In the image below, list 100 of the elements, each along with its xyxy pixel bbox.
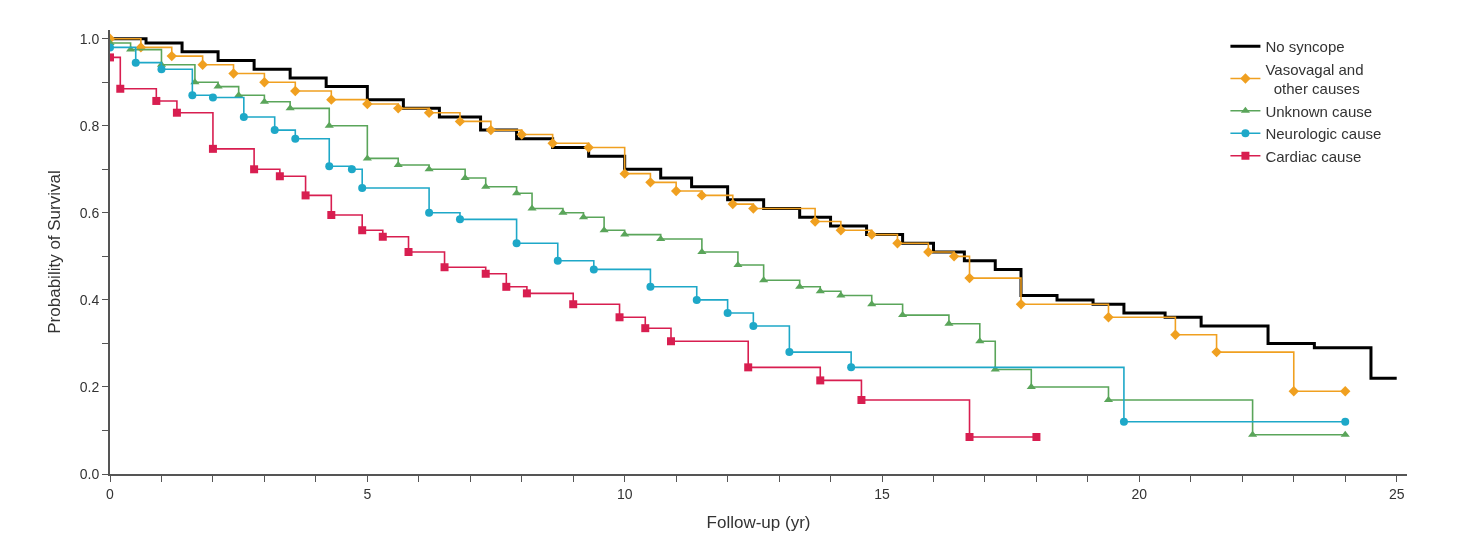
point (481, 182, 491, 189)
point (1119, 417, 1128, 426)
point (234, 91, 244, 98)
point (1170, 329, 1181, 340)
legend-label: Cardiac cause (1265, 147, 1362, 165)
point (620, 230, 630, 237)
point (1026, 382, 1036, 389)
point (290, 85, 301, 97)
point (358, 226, 367, 235)
y-tick-label: 1.0 (79, 30, 100, 47)
point (1211, 346, 1222, 358)
point (172, 108, 181, 117)
point (835, 225, 847, 236)
point (847, 363, 856, 372)
point (1340, 386, 1351, 397)
point (836, 291, 846, 298)
point (327, 211, 336, 219)
point (667, 337, 675, 346)
point (197, 59, 208, 71)
x-tick-label: 10 (616, 485, 633, 502)
y-tick-label: 0.4 (79, 291, 100, 308)
point (785, 348, 794, 357)
point (393, 103, 404, 114)
point (516, 129, 527, 140)
point (502, 282, 511, 291)
point (795, 282, 805, 289)
point (347, 165, 356, 174)
point (213, 82, 223, 89)
point (358, 184, 367, 193)
point (733, 261, 743, 268)
point (723, 308, 732, 317)
point (301, 191, 310, 200)
point (553, 256, 562, 265)
point (892, 238, 903, 249)
point (208, 144, 217, 153)
point (744, 363, 753, 372)
point (157, 65, 166, 74)
point (425, 208, 434, 217)
x-axis-title: Follow-up (yr) (706, 512, 811, 532)
point (522, 289, 531, 298)
point (583, 142, 594, 153)
point (326, 94, 337, 105)
point (589, 265, 598, 274)
point (423, 107, 435, 118)
x-tick-label: 0 (106, 485, 115, 502)
point (512, 239, 521, 248)
y-tick-label: 0.0 (79, 465, 100, 482)
point (325, 162, 334, 171)
point (748, 203, 759, 214)
point (923, 246, 934, 258)
point (455, 215, 464, 224)
point (239, 113, 248, 122)
y-tick-label: 0.8 (79, 117, 100, 134)
legend-label: Vasovagal and other causes (1265, 60, 1364, 98)
point (692, 295, 701, 304)
x-tick-label: 5 (363, 485, 372, 502)
point (270, 126, 279, 135)
point (944, 319, 954, 326)
x-tick-label: 15 (874, 485, 891, 502)
point (645, 177, 656, 188)
point (759, 276, 769, 283)
y-axis-title: Probability of Survival (44, 170, 64, 334)
point (815, 287, 825, 294)
point (250, 165, 259, 174)
point (670, 185, 682, 197)
point (547, 137, 558, 149)
point (948, 251, 960, 262)
point (1103, 312, 1114, 323)
point (1032, 433, 1041, 441)
point (646, 282, 655, 291)
point (641, 324, 650, 333)
point (166, 50, 177, 62)
point (569, 300, 578, 309)
point (619, 168, 630, 179)
point (816, 376, 825, 385)
point (965, 433, 974, 441)
point (275, 172, 284, 181)
legend-label: No syncope (1265, 38, 1345, 56)
point (809, 216, 821, 227)
point (1288, 386, 1299, 397)
x-tick-label: 25 (1388, 485, 1405, 502)
point (558, 208, 568, 215)
point (866, 229, 877, 240)
point (152, 96, 161, 105)
legend-label: Unknown cause (1265, 102, 1373, 120)
point (208, 93, 217, 102)
point (454, 116, 466, 127)
point (615, 313, 624, 322)
point (291, 134, 300, 143)
point (964, 272, 975, 284)
point (1015, 299, 1027, 310)
point (990, 365, 1000, 372)
point (857, 396, 866, 404)
point (259, 77, 270, 88)
point (378, 232, 387, 241)
point (727, 198, 738, 210)
x-tick-label: 20 (1131, 485, 1148, 502)
point (1341, 417, 1350, 426)
point (404, 248, 413, 256)
point (228, 68, 239, 79)
